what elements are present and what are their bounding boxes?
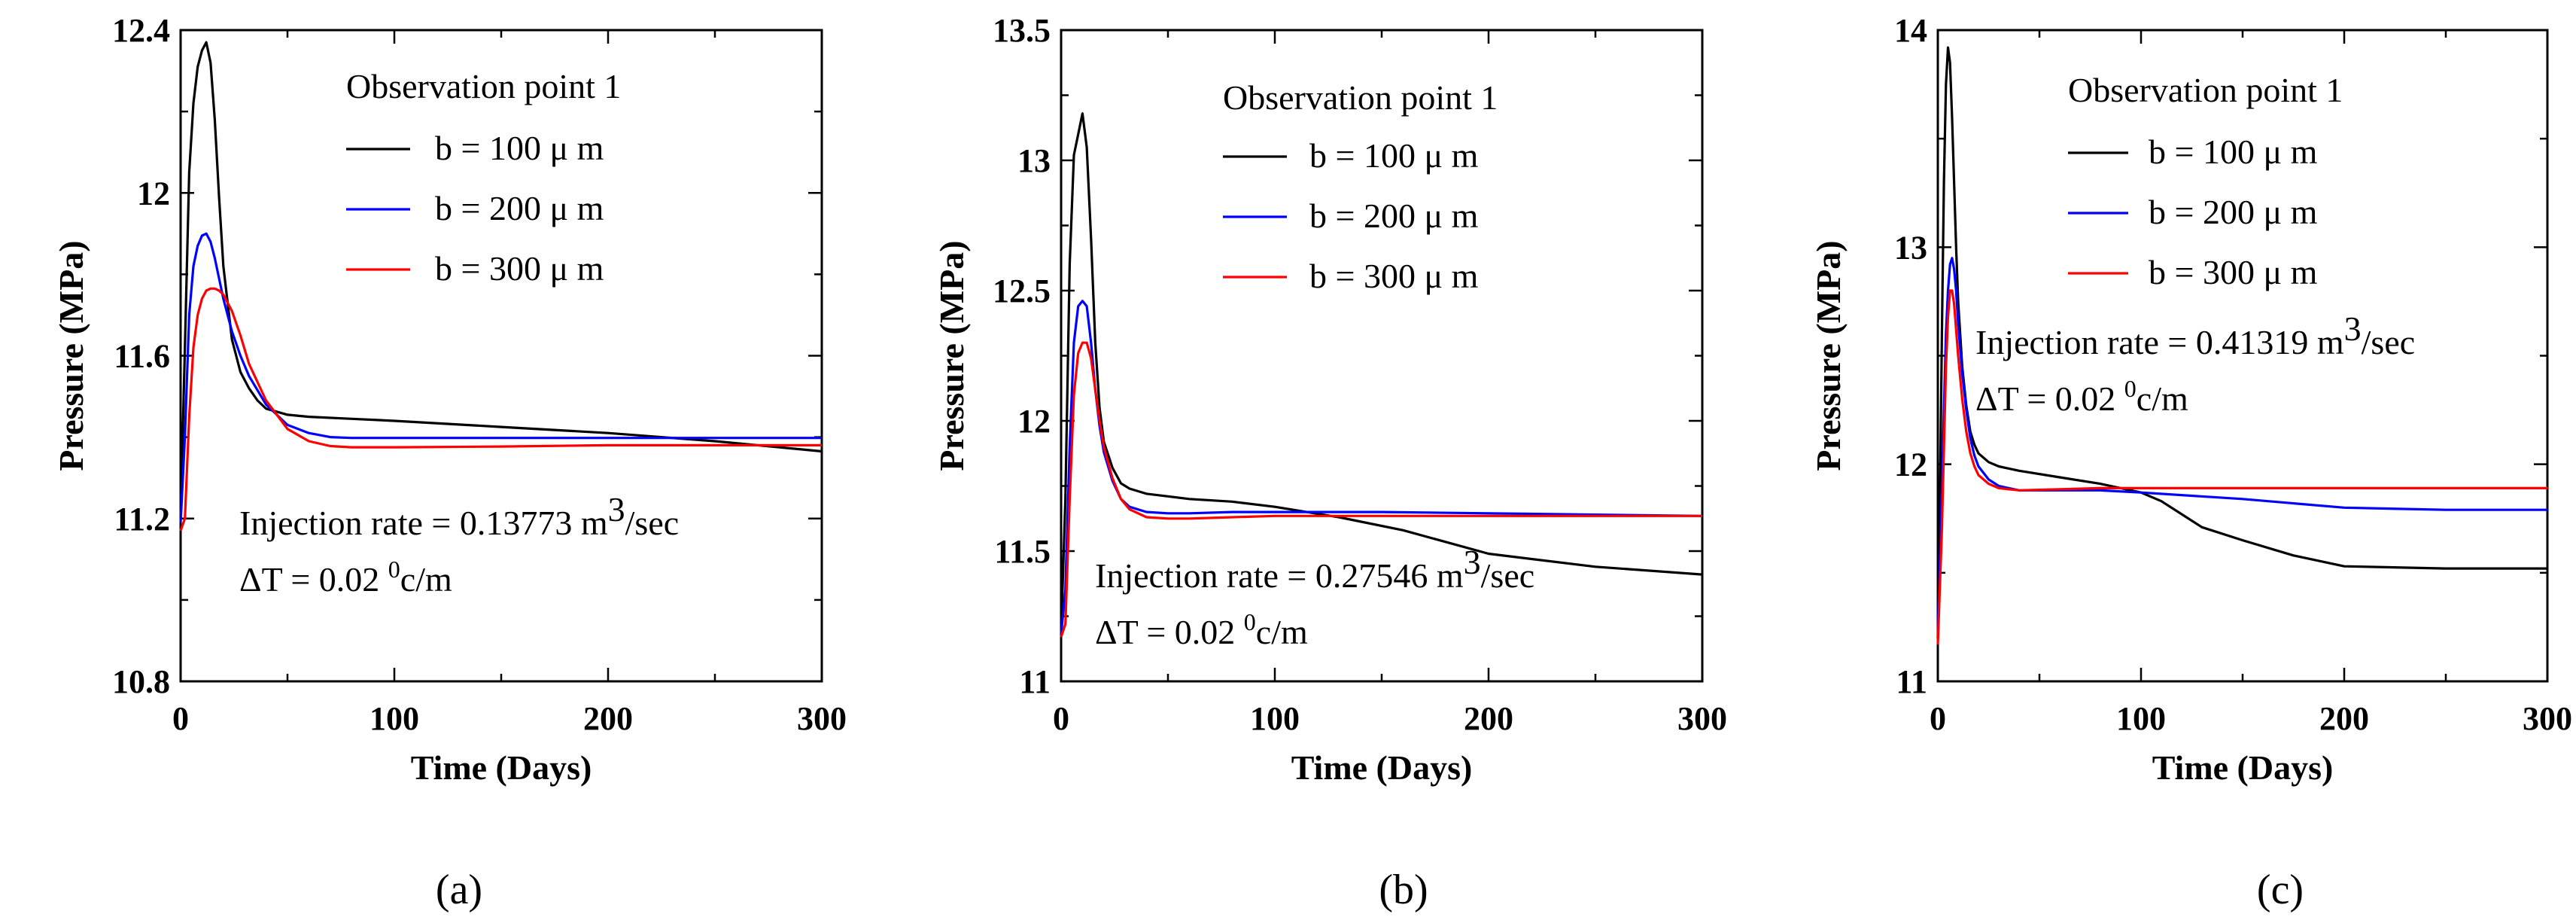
series-line-2: [1936, 257, 2547, 638]
legend-entry: b = 300 μ m: [1309, 257, 1479, 295]
y-tick-label: 14: [1894, 12, 1927, 49]
x-tick-label: 200: [583, 700, 633, 737]
x-tick-label: 0: [172, 700, 189, 737]
y-axis-title: Pressure (MPa): [932, 240, 971, 471]
y-tick-label: 11.6: [114, 338, 170, 375]
legend-title: Observation point 1: [2068, 71, 2343, 109]
y-tick-label: 11.2: [114, 501, 170, 538]
legend-entry: b = 200 μ m: [435, 189, 604, 227]
legend-entry: b = 100 μ m: [2149, 133, 2318, 171]
annotation-line: Injection rate = 0.27546 m3/sec: [1095, 543, 1534, 595]
y-tick-label: 12: [1017, 403, 1051, 440]
chart-panel-2: 0 100 200 300 11 11.5 12 12.5 13 13.5 Time (Days) P…: [932, 12, 1727, 913]
chart-panel-1: 0 100 200 300 10.8 11.2 11.6 12 12.4 Time (Days) P…: [52, 12, 847, 913]
x-tick-label: 300: [2523, 700, 2572, 737]
series-line-3: [1936, 289, 2547, 645]
y-tick-label: 11.5: [994, 533, 1051, 570]
series-line-1: [1060, 112, 1703, 635]
series-line-3: [179, 287, 822, 532]
legend-entry: b = 100 μ m: [1309, 136, 1479, 175]
x-tick-label: 0: [1930, 700, 1946, 737]
panel-caption: (b): [1379, 867, 1428, 913]
x-tick-label: 100: [370, 700, 419, 737]
y-axis-title: Pressure (MPa): [1809, 240, 1848, 471]
y-tick-label: 11: [1896, 663, 1927, 700]
legend-title: Observation point 1: [1223, 78, 1498, 117]
series-line-3: [1060, 341, 1702, 638]
x-tick-label: 0: [1053, 700, 1069, 737]
y-tick-label: 12.5: [993, 273, 1051, 309]
series-line-1: [179, 41, 823, 519]
x-axis-title: Time (Days): [2152, 748, 2334, 787]
x-tick-label: 100: [1250, 700, 1300, 737]
panel-caption: (c): [2257, 867, 2304, 913]
x-axis-title: Time (Days): [1291, 748, 1473, 787]
annotation-line: ΔT = 0.02 0c/m: [1975, 375, 2188, 418]
panel-caption: (a): [436, 867, 482, 913]
x-tick-label: 200: [1464, 700, 1513, 737]
y-tick-label: 12: [1894, 446, 1927, 483]
x-axis-title: Time (Days): [411, 748, 592, 787]
annotation-line: ΔT = 0.02 0c/m: [239, 556, 452, 599]
annotation-line: ΔT = 0.02 0c/m: [1095, 608, 1308, 651]
series-line-1: [1936, 46, 2547, 638]
y-axis-title: Pressure (MPa): [52, 240, 90, 471]
x-tick-label: 300: [797, 700, 847, 737]
legend-entry: b = 200 μ m: [2149, 193, 2318, 231]
y-tick-label: 13: [1894, 229, 1927, 266]
legend-title: Observation point 1: [346, 67, 621, 105]
legend-entry: b = 200 μ m: [1309, 196, 1479, 235]
y-tick-label: 13.5: [993, 12, 1051, 49]
x-tick-label: 300: [1677, 700, 1727, 737]
y-tick-label: 11: [1019, 663, 1051, 700]
y-tick-label: 12.4: [112, 12, 170, 49]
legend-entry: b = 300 μ m: [435, 249, 604, 288]
series-line-2: [179, 232, 822, 523]
annotation-line: Injection rate = 0.41319 m3/sec: [1975, 309, 2415, 361]
y-tick-label: 10.8: [112, 663, 170, 700]
y-tick-label: 13: [1017, 142, 1051, 179]
legend-entry: b = 300 μ m: [2149, 253, 2318, 291]
x-tick-label: 200: [2319, 700, 2369, 737]
x-tick-label: 100: [2116, 700, 2166, 737]
legend-entry: b = 100 μ m: [435, 129, 604, 167]
y-tick-label: 12: [137, 175, 170, 212]
chart-panel-3: 0 100 200 300 11 12 13 14 Time (Days) Pressure (M…: [1809, 12, 2572, 913]
annotation-line: Injection rate = 0.13773 m3/sec: [239, 490, 679, 542]
